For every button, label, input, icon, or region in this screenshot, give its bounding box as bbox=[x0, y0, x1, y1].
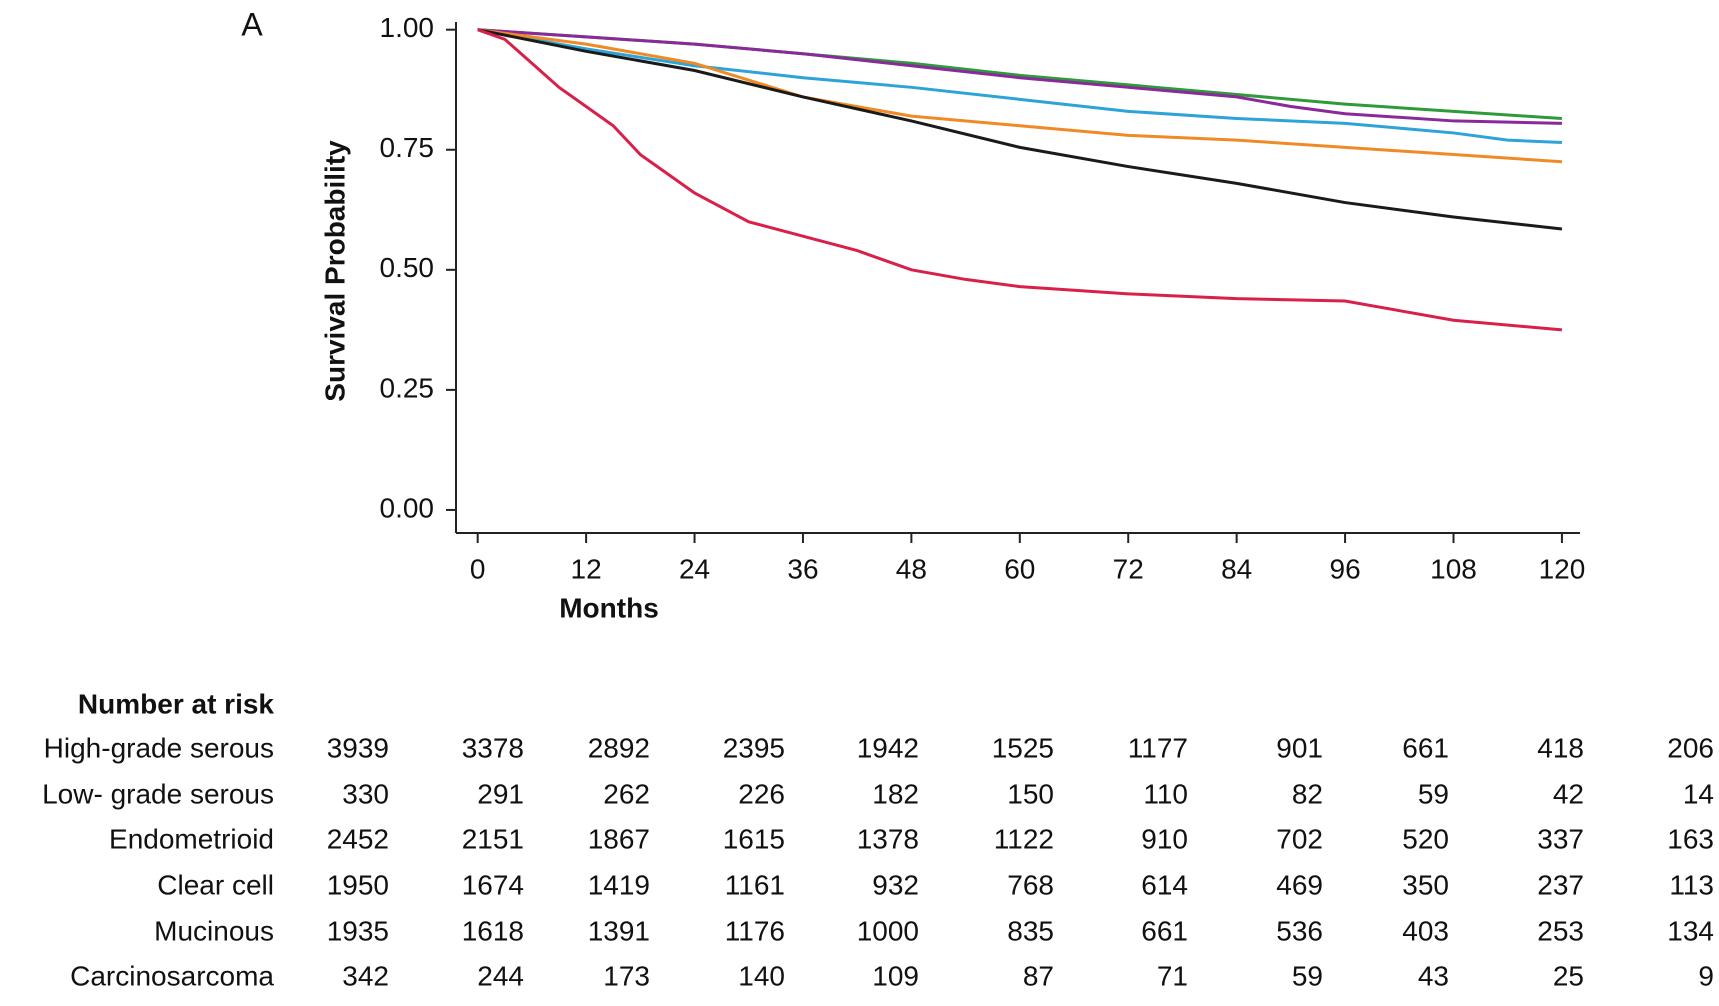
x-tick-label: 60 bbox=[1004, 553, 1035, 584]
risk-count: 253 bbox=[1537, 915, 1584, 946]
risk-count: 2452 bbox=[327, 823, 389, 854]
risk-count: 614 bbox=[1141, 869, 1188, 900]
risk-count: 206 bbox=[1667, 732, 1714, 763]
risk-row-label: Low- grade serous bbox=[42, 778, 274, 809]
risk-count: 901 bbox=[1276, 732, 1323, 763]
risk-count: 1419 bbox=[588, 869, 650, 900]
risk-count: 2395 bbox=[723, 732, 785, 763]
risk-count: 520 bbox=[1402, 823, 1449, 854]
risk-count: 109 bbox=[872, 960, 919, 991]
risk-count: 82 bbox=[1292, 778, 1323, 809]
risk-count: 113 bbox=[1669, 869, 1714, 900]
risk-count: 835 bbox=[1007, 915, 1054, 946]
x-axis-label: Months bbox=[559, 592, 659, 623]
risk-count: 3939 bbox=[327, 732, 389, 763]
risk-count: 910 bbox=[1141, 823, 1188, 854]
risk-count: 1950 bbox=[327, 869, 389, 900]
x-tick-label: 36 bbox=[787, 553, 818, 584]
risk-count: 342 bbox=[342, 960, 389, 991]
risk-count: 1000 bbox=[857, 915, 919, 946]
risk-count: 59 bbox=[1292, 960, 1323, 991]
risk-count: 1122 bbox=[994, 823, 1054, 854]
risk-count: 1391 bbox=[588, 915, 650, 946]
risk-count: 1674 bbox=[462, 869, 524, 900]
x-tick-label: 108 bbox=[1430, 553, 1477, 584]
survival-curve bbox=[477, 28, 1563, 231]
y-tick-label: 0.25 bbox=[380, 372, 435, 403]
risk-count: 25 bbox=[1553, 960, 1584, 991]
risk-count: 1161 bbox=[725, 869, 785, 900]
risk-count: 702 bbox=[1276, 823, 1323, 854]
y-tick-label: 0.50 bbox=[380, 252, 435, 283]
survival-curve bbox=[477, 28, 1562, 125]
risk-row-label: Mucinous bbox=[154, 915, 274, 946]
y-tick-label: 0.75 bbox=[380, 132, 435, 163]
x-tick-label: 84 bbox=[1221, 553, 1252, 584]
risk-count: 42 bbox=[1553, 778, 1584, 809]
risk-count: 1935 bbox=[327, 915, 389, 946]
y-tick-label: 0.00 bbox=[380, 492, 435, 523]
risk-count: 350 bbox=[1402, 869, 1449, 900]
x-tick-label: 24 bbox=[679, 553, 710, 584]
y-tick-label: 1.00 bbox=[380, 12, 435, 43]
y-axis-label: Survival Probability bbox=[319, 140, 350, 402]
risk-count: 71 bbox=[1157, 960, 1188, 991]
risk-count: 1176 bbox=[725, 915, 785, 946]
risk-count: 110 bbox=[1143, 778, 1188, 809]
risk-count: 14 bbox=[1683, 778, 1714, 809]
panel-label: A bbox=[241, 6, 263, 42]
x-tick-label: 12 bbox=[571, 553, 602, 584]
risk-count: 536 bbox=[1276, 915, 1323, 946]
survival-curve bbox=[477, 28, 1563, 164]
risk-count: 661 bbox=[1402, 732, 1449, 763]
risk-count: 768 bbox=[1007, 869, 1054, 900]
risk-count: 3378 bbox=[462, 732, 524, 763]
survival-curve bbox=[477, 28, 1562, 145]
risk-count: 469 bbox=[1276, 869, 1323, 900]
survival-curve bbox=[477, 28, 1563, 332]
risk-row-label: High-grade serous bbox=[44, 732, 274, 763]
risk-count: 163 bbox=[1667, 823, 1714, 854]
risk-count: 330 bbox=[342, 778, 389, 809]
x-tick-label: 48 bbox=[896, 553, 927, 584]
risk-count: 244 bbox=[477, 960, 524, 991]
risk-count: 226 bbox=[738, 778, 785, 809]
risk-count: 291 bbox=[477, 778, 524, 809]
risk-count: 1942 bbox=[857, 732, 919, 763]
x-tick-label: 0 bbox=[470, 553, 486, 584]
risk-count: 237 bbox=[1537, 869, 1584, 900]
x-tick-label: 96 bbox=[1330, 553, 1361, 584]
risk-count: 262 bbox=[603, 778, 650, 809]
risk-count: 59 bbox=[1418, 778, 1449, 809]
risk-count: 9 bbox=[1698, 960, 1714, 991]
risk-count: 418 bbox=[1537, 732, 1584, 763]
risk-count: 140 bbox=[738, 960, 785, 991]
risk-count: 2892 bbox=[588, 732, 650, 763]
risk-count: 1378 bbox=[857, 823, 919, 854]
risk-count: 1615 bbox=[723, 823, 785, 854]
risk-count: 1867 bbox=[588, 823, 650, 854]
risk-count: 1525 bbox=[992, 732, 1054, 763]
risk-count: 87 bbox=[1023, 960, 1054, 991]
risk-table-title: Number at risk bbox=[78, 688, 274, 719]
risk-count: 337 bbox=[1537, 823, 1584, 854]
risk-count: 403 bbox=[1402, 915, 1449, 946]
risk-count: 932 bbox=[872, 869, 919, 900]
risk-count: 43 bbox=[1418, 960, 1449, 991]
risk-row-label: Endometrioid bbox=[109, 823, 274, 854]
risk-row-label: Carcinosarcoma bbox=[70, 960, 274, 991]
risk-count: 1177 bbox=[1128, 732, 1188, 763]
risk-count: 173 bbox=[603, 960, 650, 991]
survival-curve bbox=[477, 28, 1563, 121]
risk-count: 150 bbox=[1007, 778, 1054, 809]
x-tick-label: 120 bbox=[1539, 553, 1586, 584]
risk-row-label: Clear cell bbox=[157, 869, 274, 900]
risk-count: 1618 bbox=[462, 915, 524, 946]
risk-count: 134 bbox=[1667, 915, 1714, 946]
risk-count: 661 bbox=[1141, 915, 1188, 946]
risk-count: 182 bbox=[872, 778, 919, 809]
x-tick-label: 72 bbox=[1113, 553, 1144, 584]
risk-count: 2151 bbox=[462, 823, 524, 854]
